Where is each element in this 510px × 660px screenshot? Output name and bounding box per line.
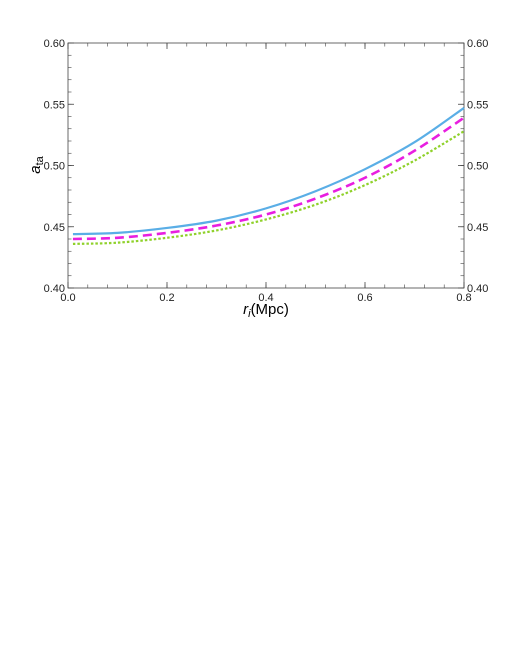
y-tick-label-left: 0.50 xyxy=(44,161,65,173)
series-line-dotted xyxy=(72,130,465,245)
y-axis-title: ata xyxy=(27,155,46,173)
y-tick-label-left: 0.40 xyxy=(44,283,65,295)
y-tick-label-right: 0.45 xyxy=(467,222,488,234)
y-tick-label-left: 0.45 xyxy=(44,222,65,234)
y-tick-label-left: 0.60 xyxy=(44,38,65,50)
x-tick-label: 0.0 xyxy=(60,292,75,304)
y-tick-label-right: 0.40 xyxy=(467,283,488,295)
series-line-dashed xyxy=(72,116,465,241)
x-tick-label: 0.2 xyxy=(159,292,174,304)
y-tick-label-right: 0.60 xyxy=(467,38,488,50)
y-tick-label-right: 0.50 xyxy=(467,161,488,173)
x-tick-label: 0.6 xyxy=(357,292,372,304)
x-axis-title: ri(Mpc) xyxy=(243,301,289,320)
y-tick-label-right: 0.55 xyxy=(467,99,488,111)
tick-labels: 0.0 0.2 0.4 0.6 0.80.40 0.400.45 0.450.50 0.500… xyxy=(44,38,489,304)
ticks xyxy=(67,42,465,289)
y-tick-label-left: 0.55 xyxy=(44,99,65,111)
x-tick-label: 0.8 xyxy=(456,292,471,304)
series-group xyxy=(72,107,465,245)
x-tick-label: 0.4 xyxy=(258,292,273,304)
series-line-solid xyxy=(72,107,465,236)
